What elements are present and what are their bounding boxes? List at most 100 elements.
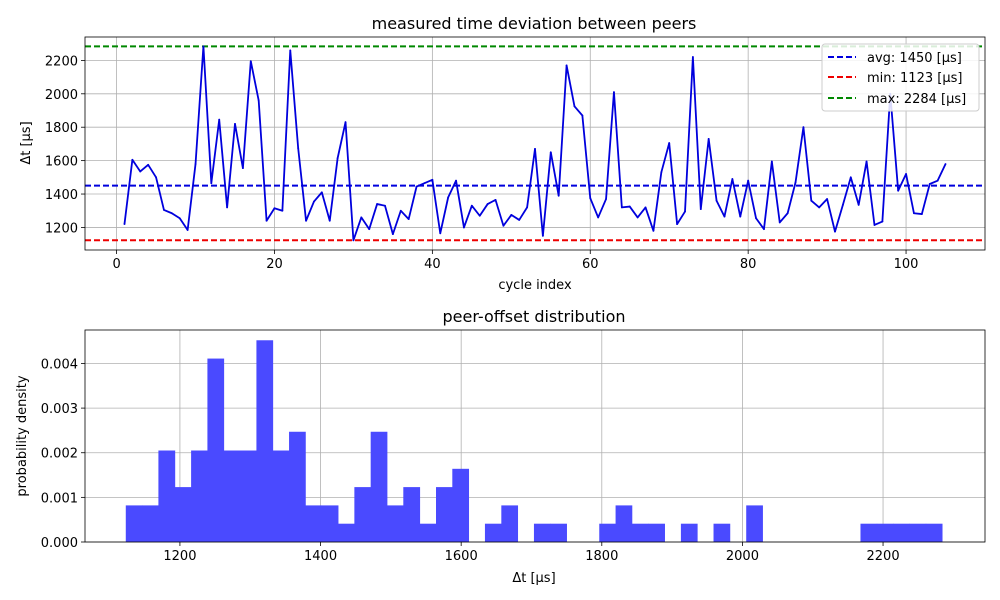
data-point bbox=[613, 91, 615, 94]
data-point bbox=[794, 181, 797, 184]
data-point bbox=[407, 218, 410, 220]
data-point bbox=[660, 171, 663, 174]
histogram-bar bbox=[925, 523, 943, 542]
data-point bbox=[463, 226, 465, 229]
data-point bbox=[257, 99, 260, 102]
x-tick-label: 2200 bbox=[867, 549, 900, 564]
data-point bbox=[265, 219, 268, 222]
histogram-bar bbox=[142, 505, 159, 542]
data-point bbox=[723, 215, 726, 218]
data-point bbox=[826, 198, 829, 200]
data-point bbox=[897, 189, 900, 192]
data-point bbox=[778, 221, 781, 224]
x-tick-label: 2000 bbox=[726, 549, 759, 564]
data-point bbox=[770, 160, 773, 163]
histogram-bar bbox=[158, 450, 176, 542]
data-point bbox=[210, 182, 213, 185]
data-point bbox=[423, 182, 426, 185]
data-point bbox=[628, 205, 631, 208]
data-point bbox=[249, 60, 252, 63]
data-point bbox=[636, 216, 639, 219]
data-point bbox=[360, 216, 363, 219]
data-point bbox=[652, 229, 655, 232]
y-tick-label: 1800 bbox=[45, 121, 78, 136]
y-tick-label: 1200 bbox=[45, 221, 78, 236]
data-point bbox=[913, 212, 915, 215]
histogram-bar bbox=[256, 340, 274, 542]
data-point bbox=[202, 45, 205, 48]
data-point bbox=[881, 220, 884, 223]
data-point bbox=[376, 203, 379, 205]
data-point bbox=[170, 212, 173, 215]
y-tick-label: 1400 bbox=[45, 188, 78, 203]
histogram-bar bbox=[615, 505, 633, 542]
data-point bbox=[549, 151, 552, 154]
data-point bbox=[810, 199, 813, 202]
histogram-bar bbox=[419, 523, 437, 542]
data-point bbox=[234, 122, 236, 125]
x-axis-ticks: 0 20 40 60 80 100 bbox=[112, 250, 918, 272]
data-point bbox=[186, 229, 189, 231]
y-tick-label: 2000 bbox=[45, 88, 78, 103]
data-point bbox=[676, 223, 679, 226]
plot-frame bbox=[84, 329, 986, 543]
data-point bbox=[739, 215, 742, 218]
x-tick-label: 1600 bbox=[445, 549, 478, 564]
data-point bbox=[691, 56, 694, 58]
x-axis-label: Δt [μs] bbox=[512, 571, 555, 586]
chart-title: peer-offset distribution bbox=[443, 307, 626, 326]
data-point bbox=[644, 206, 647, 209]
y-tick-label: 0.001 bbox=[41, 491, 78, 506]
y-tick-label: 0.003 bbox=[41, 402, 78, 417]
data-point bbox=[573, 105, 576, 108]
data-point bbox=[715, 199, 718, 202]
data-point bbox=[557, 194, 560, 197]
histogram-bar bbox=[354, 487, 372, 542]
data-point bbox=[289, 49, 292, 52]
y-tick-label: 2200 bbox=[45, 54, 78, 69]
data-point bbox=[328, 219, 331, 222]
histogram-bar bbox=[289, 431, 306, 542]
data-point bbox=[415, 185, 418, 188]
legend-label-avg: avg: 1450 [μs] bbox=[867, 51, 962, 66]
data-point bbox=[305, 219, 307, 222]
data-point bbox=[534, 148, 536, 150]
data-point bbox=[431, 178, 434, 181]
data-point bbox=[241, 167, 244, 170]
data-point bbox=[494, 198, 497, 201]
data-point bbox=[147, 163, 150, 166]
data-point bbox=[786, 212, 789, 215]
data-point bbox=[399, 209, 402, 212]
x-axis-ticks: 1200 1400 1600 1800 2000 2200 bbox=[163, 542, 900, 564]
data-point bbox=[944, 163, 947, 165]
histogram-bar bbox=[631, 523, 649, 542]
legend-box bbox=[821, 43, 980, 112]
data-point bbox=[747, 179, 750, 182]
data-point bbox=[668, 142, 671, 144]
data-point bbox=[178, 217, 181, 220]
data-point bbox=[802, 126, 805, 129]
data-point bbox=[526, 206, 529, 209]
histogram-bar bbox=[484, 523, 502, 542]
data-point bbox=[131, 158, 134, 161]
data-point bbox=[565, 64, 568, 67]
histogram-bar bbox=[403, 487, 421, 542]
x-tick-label: 80 bbox=[740, 257, 757, 272]
histogram-bar bbox=[550, 523, 567, 542]
histogram-bar bbox=[746, 505, 763, 542]
x-tick-label: 40 bbox=[424, 257, 441, 272]
x-tick-label: 1800 bbox=[585, 549, 618, 564]
x-tick-label: 20 bbox=[266, 257, 283, 272]
data-point bbox=[905, 173, 907, 175]
data-point bbox=[163, 209, 165, 211]
data-point bbox=[581, 114, 584, 117]
histogram-bar bbox=[860, 523, 878, 542]
histogram-bar bbox=[533, 523, 551, 542]
histogram-bar bbox=[713, 523, 731, 542]
data-point bbox=[920, 213, 923, 215]
data-point bbox=[273, 207, 276, 210]
y-axis-ticks: 1200 1400 1600 1800 2000 2200 bbox=[45, 54, 85, 236]
x-tick-label: 100 bbox=[894, 257, 919, 272]
histogram-bar bbox=[876, 523, 894, 542]
